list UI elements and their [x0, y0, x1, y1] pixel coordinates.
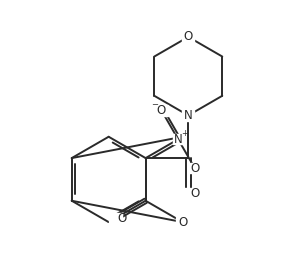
- Bar: [109, 213, 122, 224]
- Bar: [182, 110, 194, 120]
- Text: O: O: [190, 162, 199, 175]
- Bar: [182, 188, 195, 199]
- Bar: [176, 217, 189, 228]
- Text: −: −: [151, 100, 158, 109]
- Text: N: N: [184, 109, 193, 122]
- Text: O: O: [178, 215, 187, 229]
- Bar: [189, 163, 201, 173]
- Text: +: +: [181, 129, 188, 138]
- Text: O: O: [191, 186, 200, 200]
- Text: O: O: [157, 104, 166, 117]
- Bar: [173, 134, 184, 145]
- Bar: [155, 105, 168, 116]
- Text: O: O: [118, 212, 127, 225]
- Bar: [182, 32, 194, 42]
- Text: O: O: [184, 30, 193, 44]
- Text: N: N: [174, 133, 183, 146]
